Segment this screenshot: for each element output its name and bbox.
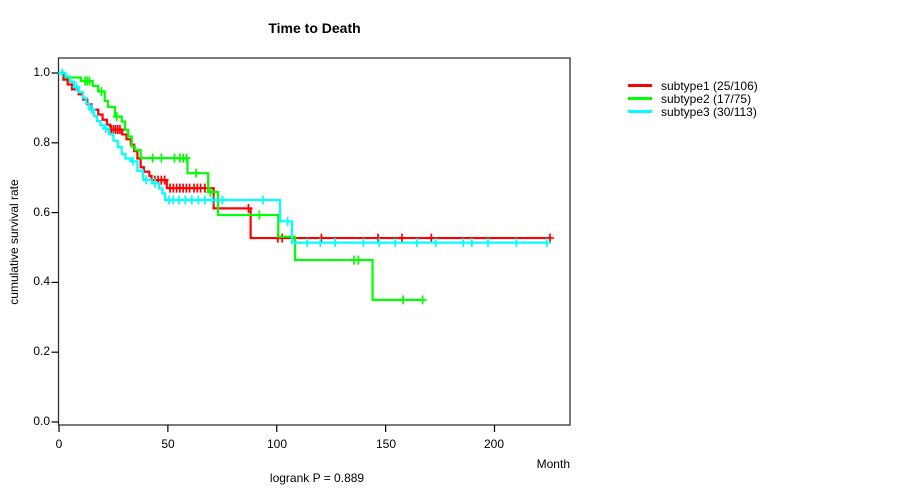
censor-mark <box>97 86 106 96</box>
censor-mark <box>218 195 227 205</box>
censor-mark <box>259 195 268 205</box>
legend: subtype1 (25/106) subtype2 (17/75) subty… <box>628 78 758 119</box>
legend-line-swatch <box>628 84 652 87</box>
legend-item: subtype2 (17/75) <box>628 91 758 106</box>
y-tick-label: 0.4 <box>33 274 50 288</box>
censor-mark <box>399 295 408 305</box>
censor-mark <box>150 178 159 188</box>
censor-mark <box>278 233 287 243</box>
censor-mark <box>391 238 400 248</box>
censor-mark <box>148 153 157 163</box>
legend-item: subtype3 (30/113) <box>628 104 758 119</box>
censor-mark <box>359 238 368 248</box>
km-curve <box>59 71 547 244</box>
x-tick-label: 200 <box>483 437 505 451</box>
censor-mark <box>200 195 209 205</box>
censor-mark <box>427 233 436 243</box>
x-tick-label: 50 <box>161 437 175 451</box>
censor-mark <box>208 195 217 205</box>
plot-box <box>57 57 571 426</box>
y-tick-label: 0.0 <box>33 414 50 428</box>
censor-mark <box>542 238 551 248</box>
legend-line-swatch <box>628 97 652 100</box>
x-axis-label: Month <box>536 457 570 471</box>
legend-label: subtype2 (17/75) <box>661 91 752 106</box>
censor-mark <box>316 238 325 248</box>
x-tick-label: 100 <box>266 437 288 451</box>
y-tick-label: 0.8 <box>33 135 50 149</box>
censor-mark <box>331 238 340 248</box>
censor-mark <box>160 175 169 185</box>
censor-mark <box>255 210 264 220</box>
censor-mark <box>182 153 191 163</box>
censor-mark <box>375 238 384 248</box>
censor-mark <box>374 233 383 243</box>
censor-mark <box>317 233 326 243</box>
censor-mark <box>483 238 492 248</box>
censor-mark <box>192 168 201 178</box>
censor-mark <box>206 187 215 197</box>
censor-mark <box>459 238 468 248</box>
censor-mark <box>283 216 292 226</box>
km-curve <box>59 71 423 301</box>
censor-mark <box>85 76 94 86</box>
censor-mark <box>142 175 151 185</box>
censor-mark <box>303 238 312 248</box>
y-tick-label: 0.2 <box>33 344 50 358</box>
censor-mark <box>58 68 67 78</box>
km-curve <box>59 71 551 240</box>
censor-mark <box>431 238 440 248</box>
censor-mark <box>157 153 166 163</box>
x-tick-label: 150 <box>375 437 397 451</box>
censor-mark <box>467 238 476 248</box>
censor-mark <box>72 82 81 92</box>
censor-mark <box>112 112 121 122</box>
censor-mark <box>546 233 555 243</box>
censor-mark <box>412 238 421 248</box>
censor-mark <box>397 233 406 243</box>
censor-mark <box>87 104 96 114</box>
legend-label: subtype3 (30/113) <box>661 104 757 119</box>
censor-mark <box>512 238 521 248</box>
censor-mark <box>418 295 427 305</box>
censor-mark <box>129 156 138 166</box>
x-tick-label: 0 <box>55 437 63 451</box>
logrank-p-annotation: logrank P = 0.889 <box>269 471 365 485</box>
y-axis-label: cumulative survival rate <box>7 179 21 305</box>
y-tick-label: 0.6 <box>33 205 50 219</box>
legend-item: subtype1 (25/106) <box>628 78 758 93</box>
legend-label: subtype1 (25/106) <box>661 78 758 93</box>
censor-mark <box>244 203 253 213</box>
censor-mark <box>101 123 110 133</box>
chart-title: Time to Death <box>268 20 361 36</box>
censor-mark <box>115 125 124 135</box>
legend-line-swatch <box>628 110 652 113</box>
censor-mark <box>354 255 363 265</box>
y-tick-label: 1.0 <box>33 65 50 79</box>
